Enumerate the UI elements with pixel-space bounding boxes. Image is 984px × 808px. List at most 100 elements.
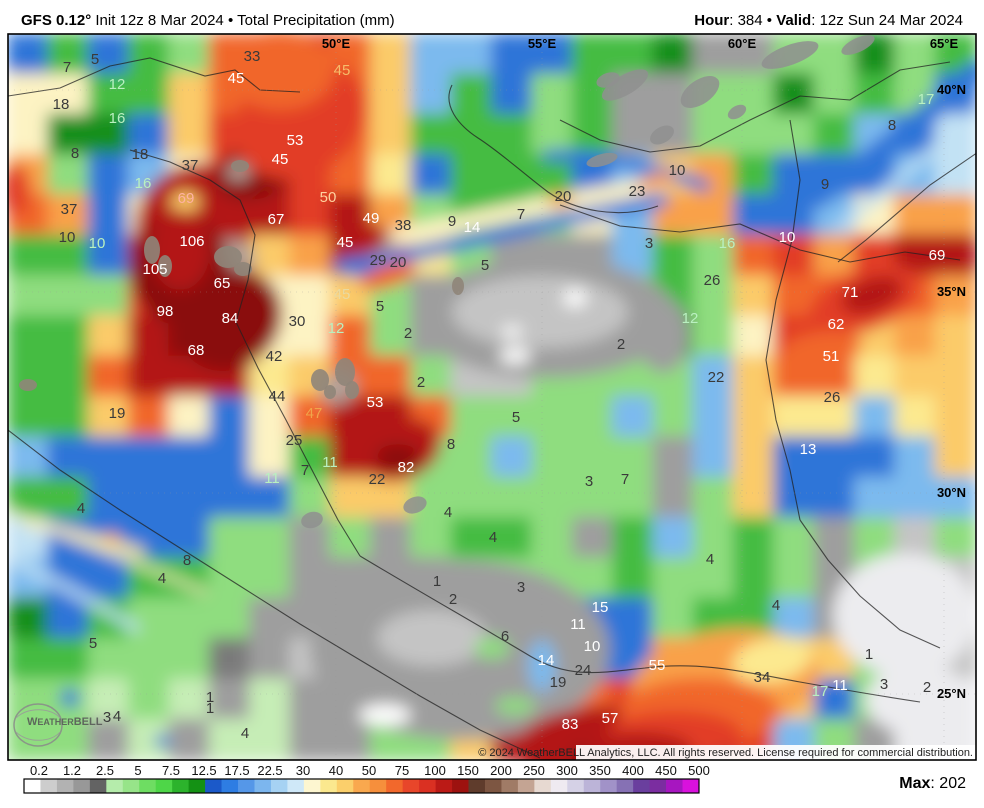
svg-text:12: 12	[682, 310, 699, 327]
svg-text:40: 40	[329, 763, 343, 778]
svg-text:200: 200	[490, 763, 512, 778]
svg-text:67: 67	[268, 211, 285, 228]
svg-text:18: 18	[53, 96, 70, 113]
svg-text:400: 400	[622, 763, 644, 778]
svg-text:38: 38	[395, 217, 412, 234]
svg-text:75: 75	[395, 763, 409, 778]
svg-text:8: 8	[888, 117, 896, 134]
svg-text:50: 50	[320, 189, 337, 206]
svg-text:10: 10	[59, 229, 76, 246]
svg-text:12: 12	[328, 320, 345, 337]
svg-text:150: 150	[457, 763, 479, 778]
svg-text:2: 2	[617, 336, 625, 353]
svg-text:60°E: 60°E	[728, 36, 757, 51]
svg-text:4: 4	[706, 551, 714, 568]
svg-text:2.5: 2.5	[96, 763, 114, 778]
svg-text:9: 9	[448, 213, 456, 230]
svg-text:35°N: 35°N	[937, 284, 966, 299]
svg-text:350: 350	[589, 763, 611, 778]
svg-text:71: 71	[842, 284, 859, 301]
svg-text:4: 4	[444, 504, 452, 521]
svg-text:250: 250	[523, 763, 545, 778]
svg-text:3: 3	[103, 709, 111, 726]
svg-text:45: 45	[228, 70, 245, 87]
svg-text:Max: 202: Max: 202	[899, 775, 966, 792]
svg-text:22.5: 22.5	[257, 763, 282, 778]
svg-text:15: 15	[592, 599, 609, 616]
svg-text:6: 6	[501, 628, 509, 645]
svg-text:Hour: 384 • Valid: 12z Sun 24: Hour: 384 • Valid: 12z Sun 24 Mar 2024	[694, 12, 963, 29]
svg-text:10: 10	[779, 229, 796, 246]
svg-text:16: 16	[719, 235, 736, 252]
svg-text:11: 11	[264, 470, 280, 487]
svg-text:5: 5	[481, 257, 489, 274]
svg-text:84: 84	[222, 310, 239, 327]
svg-text:4: 4	[77, 500, 85, 517]
svg-text:65: 65	[214, 275, 231, 292]
svg-text:16: 16	[109, 110, 126, 127]
svg-text:3: 3	[517, 579, 525, 596]
svg-text:4: 4	[158, 570, 166, 587]
svg-text:0.2: 0.2	[30, 763, 48, 778]
svg-text:57: 57	[602, 710, 619, 727]
svg-text:45: 45	[334, 286, 351, 303]
svg-text:12.5: 12.5	[191, 763, 216, 778]
svg-text:7: 7	[63, 59, 71, 76]
svg-text:68: 68	[188, 342, 205, 359]
svg-text:5: 5	[89, 635, 97, 652]
svg-text:50: 50	[362, 763, 376, 778]
svg-text:19: 19	[550, 674, 567, 691]
svg-text:29: 29	[370, 252, 387, 269]
svg-text:4: 4	[489, 529, 497, 546]
svg-text:22: 22	[708, 369, 725, 386]
svg-text:450: 450	[655, 763, 677, 778]
svg-text:69: 69	[178, 190, 195, 207]
svg-text:7: 7	[301, 462, 309, 479]
svg-text:2: 2	[449, 591, 457, 608]
svg-text:5: 5	[376, 298, 384, 315]
svg-text:10: 10	[89, 235, 106, 252]
svg-text:25°N: 25°N	[937, 686, 966, 701]
svg-text:22: 22	[369, 471, 386, 488]
svg-text:51: 51	[823, 348, 840, 365]
svg-text:69: 69	[929, 247, 946, 264]
svg-text:7.5: 7.5	[162, 763, 180, 778]
svg-text:9: 9	[821, 176, 829, 193]
svg-text:WEATHERBELL: WEATHERBELL	[27, 716, 103, 728]
svg-text:18: 18	[132, 146, 149, 163]
svg-text:20: 20	[390, 254, 407, 271]
svg-text:1.2: 1.2	[63, 763, 81, 778]
svg-text:© 2024 WeatherBELL Analytics,: © 2024 WeatherBELL Analytics, LLC. All r…	[478, 747, 973, 759]
svg-text:20: 20	[555, 188, 572, 205]
svg-text:5: 5	[512, 409, 520, 426]
svg-text:19: 19	[109, 405, 126, 422]
svg-text:25: 25	[286, 432, 303, 449]
svg-text:42: 42	[266, 348, 283, 365]
svg-text:2: 2	[923, 679, 931, 696]
svg-text:45: 45	[337, 234, 354, 251]
svg-text:53: 53	[367, 394, 384, 411]
svg-text:3: 3	[645, 235, 653, 252]
svg-text:3: 3	[585, 473, 593, 490]
svg-text:55°E: 55°E	[528, 36, 557, 51]
svg-text:45: 45	[334, 62, 351, 79]
svg-text:100: 100	[424, 763, 446, 778]
svg-text:98: 98	[157, 303, 174, 320]
svg-text:16: 16	[135, 175, 152, 192]
svg-text:49: 49	[363, 210, 380, 227]
svg-text:44: 44	[269, 388, 286, 405]
svg-text:82: 82	[398, 459, 415, 476]
svg-text:55: 55	[649, 657, 666, 674]
svg-text:1: 1	[433, 573, 441, 590]
svg-text:50°E: 50°E	[322, 36, 351, 51]
svg-text:14: 14	[464, 219, 481, 236]
svg-text:53: 53	[287, 132, 304, 149]
svg-text:1: 1	[206, 700, 214, 717]
svg-text:12: 12	[109, 76, 126, 93]
svg-text:24: 24	[575, 662, 592, 679]
svg-text:11: 11	[322, 454, 338, 471]
svg-text:2: 2	[417, 374, 425, 391]
svg-text:2: 2	[404, 325, 412, 342]
svg-text:62: 62	[828, 316, 845, 333]
svg-text:105: 105	[142, 261, 167, 278]
